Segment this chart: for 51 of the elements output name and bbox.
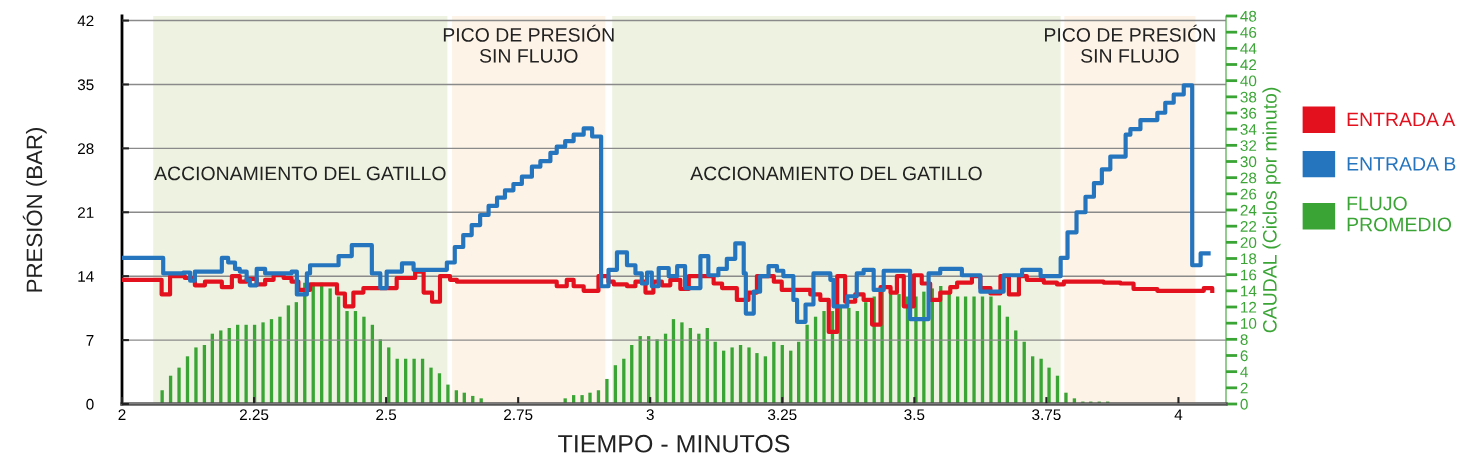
y-tick-label: 35 <box>77 79 94 91</box>
y2-tick-label: 4 <box>1240 366 1248 378</box>
y-axis-title: PRESIÓN (BAR) <box>22 128 47 292</box>
x-tick-label: 2 <box>118 409 126 420</box>
y-tick-label: 7 <box>86 335 94 346</box>
y2-tick-label: 48 <box>1240 10 1257 22</box>
y-tick-label: 21 <box>78 207 94 218</box>
x-tick-label: 3.25 <box>768 409 797 421</box>
y2-tick-label: 42 <box>1240 59 1257 71</box>
x-tick-label: 3 <box>646 409 654 421</box>
y2-tick-label: 12 <box>1241 301 1257 313</box>
y2-tick-label: 40 <box>1240 75 1257 87</box>
x-tick-label: 4 <box>1174 409 1183 420</box>
x-tick-label: 3.75 <box>1032 409 1061 421</box>
band-label: ACCIONAMIENTO DEL GATILLO <box>154 166 446 181</box>
y2-tick-label: 6 <box>1240 350 1248 362</box>
y2-tick-label: 8 <box>1240 334 1248 346</box>
y2-tick-label: 18 <box>1241 253 1257 265</box>
x-tick-label: 2.75 <box>504 409 533 421</box>
y2-tick-label: 22 <box>1240 221 1257 232</box>
y2-tick-label: 36 <box>1240 107 1257 119</box>
y2-tick-label: 28 <box>1240 172 1257 184</box>
y2-tick-label: 38 <box>1240 91 1257 103</box>
x-axis-title: TIEMPO - MINUTOS <box>558 434 790 453</box>
legend-label: ENTRADA B <box>1347 157 1456 171</box>
x-tick-label: 2.5 <box>376 409 397 421</box>
legend-label: FLUJO PROMEDIO <box>1347 196 1452 232</box>
y2-tick-label: 34 <box>1240 124 1257 135</box>
y-tick-label: 14 <box>78 271 94 282</box>
y2-tick-label: 32 <box>1240 140 1257 152</box>
y2-tick-label: 0 <box>1240 398 1248 410</box>
y2-tick-label: 26 <box>1240 188 1257 200</box>
band-label: PICO DE PRESIÓN SIN FLUJO <box>1045 24 1215 63</box>
y-tick-label: 42 <box>77 15 94 27</box>
band-label: PICO DE PRESIÓN SIN FLUJO <box>443 24 614 63</box>
y2-axis-title: CAUDAL (Ciclos por minuto) <box>1262 87 1281 333</box>
y2-tick-label: 46 <box>1240 27 1257 38</box>
y2-tick-label: 2 <box>1240 382 1248 394</box>
y-tick-label: 0 <box>86 398 94 410</box>
y2-tick-label: 16 <box>1241 269 1257 281</box>
x-tick-label: 2.25 <box>239 409 269 421</box>
y2-tick-label: 44 <box>1240 43 1257 54</box>
y2-tick-label: 10 <box>1241 318 1257 329</box>
x-tick-label: 3.5 <box>904 409 925 421</box>
y-tick-label: 28 <box>78 143 94 155</box>
band-label: ACCIONAMIENTO DEL GATILLO <box>690 166 982 181</box>
legend-label: ENTRADA A <box>1347 112 1456 127</box>
y2-tick-label: 14 <box>1241 285 1257 297</box>
y2-tick-label: 30 <box>1240 156 1257 168</box>
y2-tick-label: 20 <box>1240 237 1257 249</box>
y2-tick-label: 24 <box>1240 204 1257 216</box>
